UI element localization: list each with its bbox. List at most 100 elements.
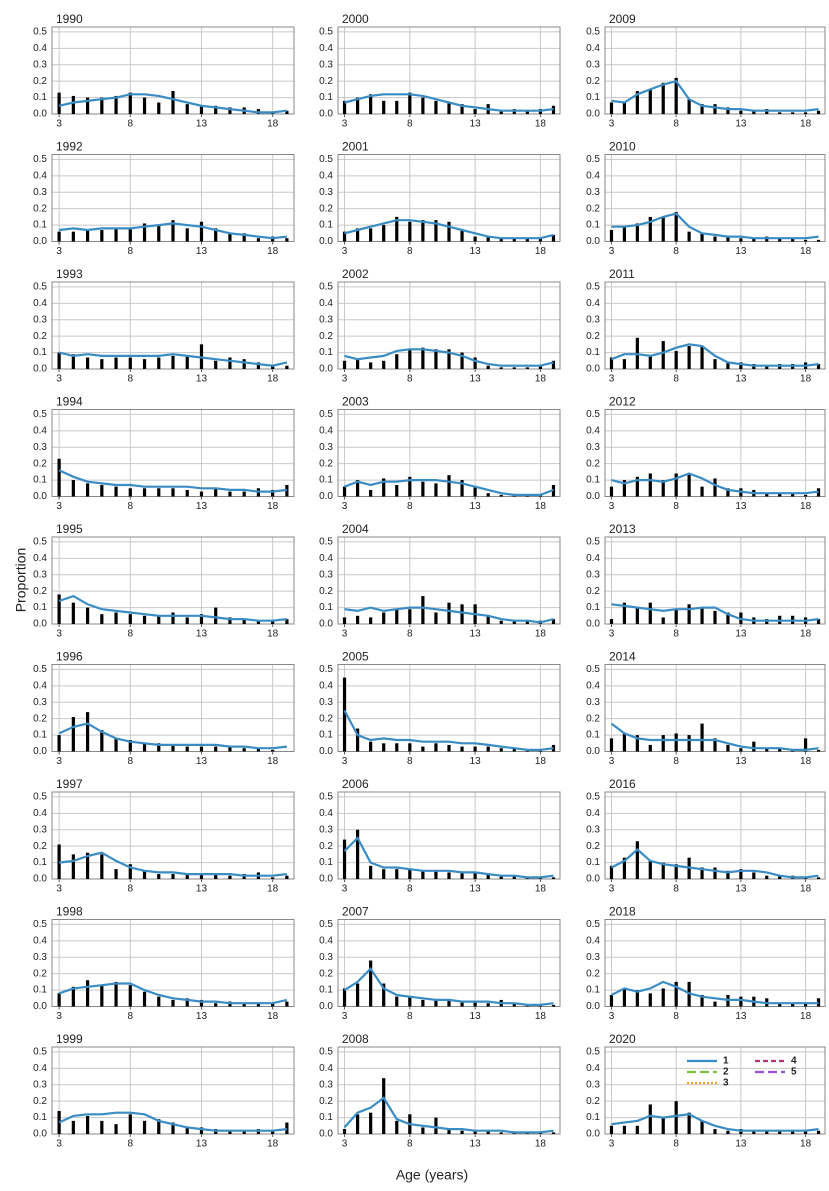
bar xyxy=(100,485,104,497)
bar xyxy=(803,239,808,242)
bar xyxy=(185,617,189,624)
bar xyxy=(199,105,204,114)
x-tick-label: 18 xyxy=(535,629,547,640)
bar xyxy=(142,1120,147,1134)
x-tick-label: 8 xyxy=(407,119,413,130)
panel-title: 2003 xyxy=(342,395,369,409)
bar xyxy=(157,996,161,1007)
bar xyxy=(157,225,161,242)
y-tick-label: 0.0 xyxy=(586,109,600,120)
bar xyxy=(460,352,464,369)
panel: 0.0 0.1 0.2 0.3 0.4 0.5 3 8 13 18 2002 xyxy=(319,267,561,385)
bar xyxy=(447,744,451,752)
bar xyxy=(71,231,75,242)
bar xyxy=(271,365,275,369)
x-tick-label: 18 xyxy=(267,884,279,895)
x-tick-label: 18 xyxy=(267,629,279,640)
bar xyxy=(635,476,639,497)
bar xyxy=(185,746,189,752)
y-tick-label: 0.3 xyxy=(586,442,600,453)
panel-title: 2014 xyxy=(609,650,636,664)
fit-line xyxy=(610,980,819,1005)
panel-title: 2020 xyxy=(609,1032,636,1046)
x-tick-label: 18 xyxy=(800,884,812,895)
y-tick-label: 0.2 xyxy=(33,586,47,597)
y-tick-label: 0.2 xyxy=(33,331,47,342)
bar xyxy=(713,1001,717,1007)
y-tick-label: 0.5 xyxy=(319,919,333,930)
bar xyxy=(661,988,665,1007)
y-tick-label: 0.5 xyxy=(586,1047,600,1058)
y-tick-label: 0.1 xyxy=(319,92,333,103)
y-tick-label: 0.2 xyxy=(586,331,600,342)
bar xyxy=(382,225,386,242)
y-tick-label: 0.5 xyxy=(319,409,333,420)
y-tick-label: 0.4 xyxy=(586,425,600,436)
bar xyxy=(408,221,412,242)
bar xyxy=(142,359,147,369)
bar xyxy=(57,594,61,624)
bar xyxy=(765,748,769,752)
fit-line xyxy=(58,594,288,622)
x-tick-label: 18 xyxy=(800,1011,812,1022)
x-tick-label: 3 xyxy=(342,374,348,385)
x-tick-label: 3 xyxy=(609,119,615,130)
legend-label: 2 xyxy=(723,1067,729,1078)
bar xyxy=(285,238,289,242)
x-tick-label: 3 xyxy=(56,884,62,895)
bar xyxy=(382,612,386,624)
x-tick-label: 3 xyxy=(56,246,62,257)
bar xyxy=(408,996,412,1007)
x-tick-label: 3 xyxy=(609,501,615,512)
x-tick-label: 13 xyxy=(470,501,482,512)
y-tick-label: 0.2 xyxy=(319,968,333,979)
x-tick-label: 13 xyxy=(196,884,208,895)
bar xyxy=(713,738,717,752)
bar xyxy=(199,614,204,624)
bar xyxy=(157,102,161,114)
x-tick-label: 3 xyxy=(342,1011,348,1022)
bar xyxy=(128,488,132,497)
x-tick-label: 8 xyxy=(407,884,413,895)
bar xyxy=(71,854,75,879)
bar xyxy=(434,483,438,497)
bar xyxy=(622,480,627,497)
y-tick-label: 0.5 xyxy=(33,664,47,675)
y-tick-label: 0.0 xyxy=(586,874,600,885)
x-tick-label: 3 xyxy=(342,629,348,640)
y-tick-label: 0.2 xyxy=(586,203,600,214)
bar xyxy=(687,735,691,752)
x-tick-label: 8 xyxy=(128,119,134,130)
bar xyxy=(271,620,275,624)
y-tick-label: 0.0 xyxy=(586,1001,600,1012)
bar xyxy=(395,1120,399,1134)
y-tick-label: 0.5 xyxy=(319,154,333,165)
bar xyxy=(447,102,451,114)
bar xyxy=(214,746,218,752)
y-tick-label: 0.3 xyxy=(586,1079,600,1090)
y-tick-label: 0.3 xyxy=(33,952,47,963)
bar xyxy=(342,231,347,242)
y-tick-label: 0.0 xyxy=(319,491,333,502)
y-tick-label: 0.5 xyxy=(586,537,600,548)
x-tick-label: 13 xyxy=(470,1139,482,1150)
bar xyxy=(622,102,627,114)
bar xyxy=(199,999,204,1007)
y-tick-label: 0.0 xyxy=(319,1129,333,1140)
y-tick-label: 0.3 xyxy=(586,59,600,70)
y-tick-label: 0.3 xyxy=(33,569,47,580)
bar xyxy=(382,1078,386,1134)
y-tick-label: 0.2 xyxy=(319,76,333,87)
bar xyxy=(342,1129,347,1134)
bar xyxy=(687,346,691,369)
bar xyxy=(486,615,490,624)
x-tick-label: 18 xyxy=(800,501,812,512)
bar xyxy=(355,1114,360,1134)
bar xyxy=(752,238,756,242)
bar xyxy=(778,1130,782,1134)
y-tick-label: 0.5 xyxy=(33,537,47,548)
y-tick-label: 0.0 xyxy=(33,874,47,885)
y-tick-label: 0.1 xyxy=(586,985,600,996)
bar xyxy=(128,1114,132,1134)
bar xyxy=(674,864,678,879)
